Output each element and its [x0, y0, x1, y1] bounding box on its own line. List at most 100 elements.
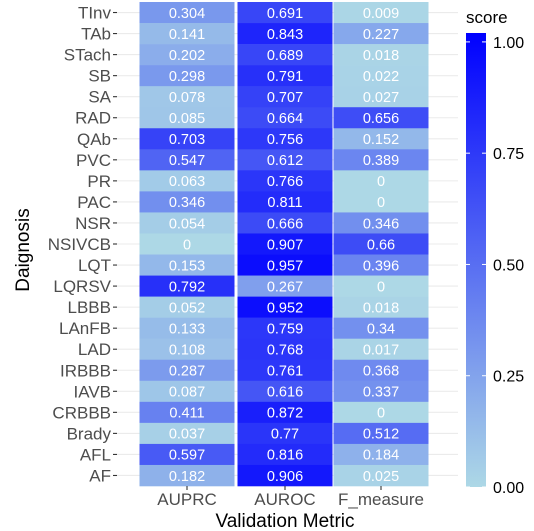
cell-value-label: 0.792	[169, 279, 205, 295]
y-axis-title: Daignosis	[13, 208, 34, 291]
heatmap-cell	[237, 149, 333, 171]
cell-value-label: 0.037	[169, 427, 205, 443]
heatmap-cell	[237, 317, 333, 339]
heatmap-cell	[237, 191, 333, 213]
cell-value-label: 0.141	[169, 27, 205, 43]
heatmap-cell	[333, 254, 429, 276]
heatmap-cell	[139, 464, 235, 487]
heatmap-cell	[333, 2, 429, 24]
heatmap-cell	[139, 23, 235, 45]
colorbar-tick-label: 0.50	[493, 257, 524, 274]
cell-value-label: 0.017	[363, 343, 399, 359]
cell-value-label: 0.018	[363, 300, 399, 316]
heatmap-cells	[139, 2, 429, 487]
colorbar-tick-label: 0.25	[493, 369, 524, 386]
cell-value-label: 0.872	[267, 406, 303, 422]
colorbar-tick-label: 1.00	[493, 35, 524, 52]
cell-value-label: 0.768	[267, 343, 303, 359]
colorbar-tick-label: 0.75	[493, 146, 524, 163]
heatmap-cell	[237, 23, 333, 45]
heatmap-cell	[333, 359, 429, 382]
cell-value-label: 0.597	[169, 448, 205, 464]
cell-value-label: 0.396	[363, 258, 399, 274]
cell-value-label: 0.304	[169, 6, 205, 22]
y-axis-ticks: TInv TAb STach SB SA RAD QAb PVC PR PAC NSR NSIVCB L…	[48, 4, 117, 485]
cell-value-label: 0.664	[267, 111, 303, 127]
cell-value-label: 0.811	[267, 195, 302, 211]
heatmap-cell	[333, 275, 429, 297]
heatmap-cell	[333, 149, 429, 171]
cell-value-label: 0.389	[363, 153, 399, 169]
cell-value-label: 0.346	[169, 195, 205, 211]
cell-value-label: 0.009	[363, 6, 399, 22]
y-tick-label: TAb	[81, 25, 111, 44]
heatmap-cell	[139, 128, 235, 150]
y-tick-label: PR	[87, 172, 111, 191]
heatmap-cell	[237, 212, 333, 234]
x-axis-ticks: AUPRC AUROC F_measure	[157, 486, 424, 509]
heatmap-cell	[333, 422, 429, 445]
y-tick-label: PAC	[77, 193, 111, 212]
heatmap-cell	[139, 44, 235, 66]
heatmap-cell	[333, 464, 429, 487]
colorbar-title: score	[466, 8, 508, 27]
heatmap-cell	[237, 359, 333, 382]
cell-value-label: 0.153	[169, 258, 205, 274]
heatmap-cell	[333, 107, 429, 129]
cell-value-label: 0	[377, 195, 385, 211]
heatmap-cell	[237, 86, 333, 108]
cell-labels: 0.304 0.691 0.009 0.141 0.843 0.227 0.202 0.689…	[169, 6, 399, 485]
heatmap-cell	[237, 338, 333, 361]
colorbar-tick-label: 0.00	[493, 480, 524, 497]
cell-value-label: 0.202	[169, 48, 205, 64]
cell-value-label: 0.656	[363, 111, 399, 127]
cell-value-label: 0.616	[267, 385, 303, 401]
heatmap-cell	[139, 380, 235, 403]
colorbar-ticks: 0.00 0.25 0.50 0.75 1.00	[466, 35, 524, 497]
cell-value-label: 0	[377, 406, 385, 422]
heatmap-cell	[139, 254, 235, 276]
heatmap-cell	[333, 338, 429, 361]
cell-value-label: 0.34	[367, 321, 395, 337]
cell-value-label: 0.078	[169, 90, 205, 106]
cell-value-label: 0.133	[169, 321, 205, 337]
cell-value-label: 0.337	[363, 385, 399, 401]
y-tick-label: TInv	[78, 4, 112, 23]
cell-value-label: 0.152	[363, 132, 399, 148]
heatmap-cell	[139, 191, 235, 213]
cell-value-label: 0.66	[367, 237, 395, 253]
y-tick-label: CRBBB	[52, 403, 111, 422]
heatmap-cell	[139, 296, 235, 318]
cell-value-label: 0.77	[271, 427, 299, 443]
cell-value-label: 0.267	[267, 279, 303, 295]
cell-value-label: 0.018	[363, 48, 399, 64]
heatmap-cell	[333, 317, 429, 339]
cell-value-label: 0	[377, 174, 385, 190]
cell-value-label: 0.759	[267, 321, 303, 337]
heatmap-cell	[139, 317, 235, 339]
cell-value-label: 0.025	[363, 469, 399, 485]
cell-value-label: 0.761	[267, 364, 303, 380]
cell-value-label: 0.952	[267, 300, 303, 316]
heatmap-cell	[333, 23, 429, 45]
heatmap-cell	[139, 212, 235, 234]
cell-value-label: 0.666	[267, 216, 303, 232]
heatmap-cell	[333, 86, 429, 108]
heatmap-cell	[139, 2, 235, 24]
heatmap-cell	[237, 296, 333, 318]
heatmap-cell	[237, 44, 333, 66]
heatmap-cell	[333, 401, 429, 424]
y-tick-label: LAD	[78, 340, 111, 359]
y-tick-label: STach	[64, 46, 111, 65]
heatmap-cell	[333, 65, 429, 87]
cell-value-label: 0.691	[267, 6, 303, 22]
heatmap-cell	[333, 443, 429, 466]
cell-value-label: 0.052	[169, 300, 205, 316]
heatmap-cell	[237, 380, 333, 403]
heatmap-cell	[139, 359, 235, 382]
y-tick-label: NSIVCB	[48, 235, 111, 254]
heatmap-cell	[237, 401, 333, 424]
y-tick-label: LQT	[78, 256, 111, 275]
cell-value-label: 0.085	[169, 111, 205, 127]
y-tick-label: IRBBB	[60, 361, 111, 380]
